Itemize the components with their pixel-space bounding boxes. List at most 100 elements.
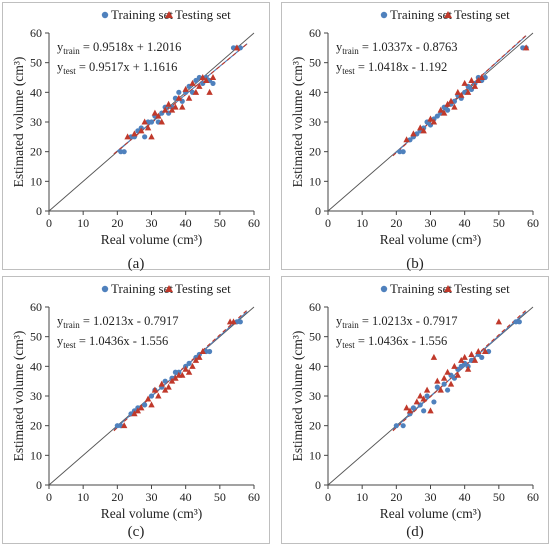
equation-test: ytest = 1.0436x - 1.556: [336, 334, 447, 350]
training-point: [424, 393, 430, 399]
testing-point: [427, 407, 434, 414]
training-point: [434, 113, 440, 119]
y-tick-label: 10: [309, 448, 321, 462]
y-axis-label: Estimated volume (cm³): [290, 331, 305, 462]
training-point: [434, 384, 440, 390]
x-tick-label: 40: [459, 216, 471, 230]
training-point: [210, 80, 216, 87]
x-tick-label: 40: [459, 490, 471, 504]
y-tick-label: 30: [30, 389, 42, 403]
y-tick-label: 20: [309, 145, 321, 159]
x-tick-label: 20: [390, 216, 402, 230]
testing-point: [196, 82, 203, 89]
testing-point: [413, 398, 421, 405]
legend-marker-testing: [165, 285, 173, 292]
training-point: [176, 89, 182, 95]
testing-point: [437, 386, 444, 393]
training-point: [431, 399, 437, 405]
x-tick-label: 20: [111, 490, 123, 504]
testing-point: [148, 133, 155, 140]
testing-point: [475, 348, 482, 354]
training-point: [410, 405, 417, 411]
y-axis-label: Estimated volume (cm³): [290, 57, 305, 188]
equation-train: ytrain = 0.9518x + 1.2016: [57, 40, 181, 56]
testing-point: [406, 407, 414, 414]
legend-label-training: Training set: [111, 7, 173, 22]
chart-panel-b: 0 10 20 30 40 50 60 0 10 20 30 40 50 60 Real volume (c…: [281, 2, 549, 270]
training-point: [400, 149, 406, 155]
testing-point: [410, 130, 417, 137]
testing-point: [155, 112, 162, 119]
training-point: [186, 360, 192, 366]
x-tick-label: 10: [356, 216, 368, 230]
testing-point: [481, 348, 489, 354]
testing-point: [468, 350, 475, 357]
testing-point: [155, 392, 162, 399]
testing-point: [458, 356, 465, 363]
testing-point: [440, 374, 448, 381]
chart-panel-d: 0 10 20 30 40 50 60 0 10 20 30 40 50 60 Real volume (c…: [281, 276, 549, 544]
scatter-chart-d: 0 10 20 30 40 50 60 0 10 20 30 40 50 60 Real volume (c…: [290, 281, 539, 521]
y-tick-label: 0: [315, 204, 321, 218]
testing-point: [199, 74, 206, 80]
y-tick-label: 50: [309, 56, 321, 70]
y-tick-label: 40: [309, 359, 321, 373]
x-tick-label: 20: [390, 490, 402, 504]
testing-point: [468, 76, 475, 83]
legend-label-training: Training set: [390, 281, 452, 296]
x-tick-label: 0: [325, 216, 331, 230]
testing-point: [444, 368, 451, 375]
y-tick-label: 40: [30, 359, 42, 373]
caption-a: (a): [127, 256, 145, 272]
testing-point: [454, 371, 462, 378]
training-point: [479, 354, 485, 361]
y-tick-label: 30: [309, 115, 321, 129]
training-point: [421, 408, 427, 414]
testing-point: [141, 118, 148, 125]
testing-point: [148, 401, 155, 408]
y-tick-label: 50: [309, 330, 321, 344]
legend-marker-training: [101, 285, 109, 293]
testing-point: [522, 44, 530, 51]
training-point: [393, 423, 399, 429]
x-tick-label: 0: [325, 490, 331, 504]
testing-point: [165, 100, 172, 107]
testing-point: [403, 404, 410, 411]
testing-point: [423, 386, 431, 393]
testing-point: [437, 106, 444, 113]
x-axis-label: Real volume (cm³): [101, 506, 203, 521]
training-point: [206, 348, 213, 355]
testing-point: [179, 103, 186, 110]
testing-point: [420, 395, 427, 402]
equation-test: ytest = 1.0418x - 1.192: [336, 60, 447, 76]
testing-point: [196, 353, 203, 360]
x-tick-label: 60: [527, 490, 539, 504]
testing-point: [230, 318, 237, 325]
equation-test: ytest = 1.0436x - 1.556: [57, 334, 168, 350]
y-tick-label: 20: [309, 419, 321, 433]
y-tick-label: 40: [30, 85, 42, 99]
testing-point: [454, 88, 462, 95]
y-tick-label: 0: [36, 204, 42, 218]
legend-label-training: Training set: [111, 281, 173, 296]
legend-label-testing: Testing set: [454, 281, 510, 296]
testing-point: [202, 76, 210, 83]
testing-point: [440, 109, 448, 116]
x-axis-label: Real volume (cm³): [380, 506, 482, 521]
x-tick-label: 10: [356, 490, 368, 504]
testing-point: [478, 74, 485, 80]
scatter-chart-a: 0 10 20 30 40 50 60 0 10 20 30 40 50 60 Real volume (c…: [11, 7, 260, 247]
y-tick-label: 40: [309, 85, 321, 99]
x-tick-label: 50: [493, 216, 505, 230]
equation-train: ytrain = 1.0337x - 0.8763: [336, 40, 457, 56]
caption-d: (d): [406, 524, 424, 540]
x-tick-label: 30: [425, 490, 437, 504]
legend-marker-training: [380, 285, 388, 293]
testing-point: [403, 136, 410, 143]
testing-point: [199, 348, 206, 354]
legend-label-testing: Testing set: [175, 281, 231, 296]
y-axis-label: Estimated volume (cm³): [11, 331, 26, 462]
x-tick-label: 60: [248, 216, 260, 230]
y-tick-label: 20: [30, 145, 42, 159]
x-tick-label: 10: [77, 216, 89, 230]
